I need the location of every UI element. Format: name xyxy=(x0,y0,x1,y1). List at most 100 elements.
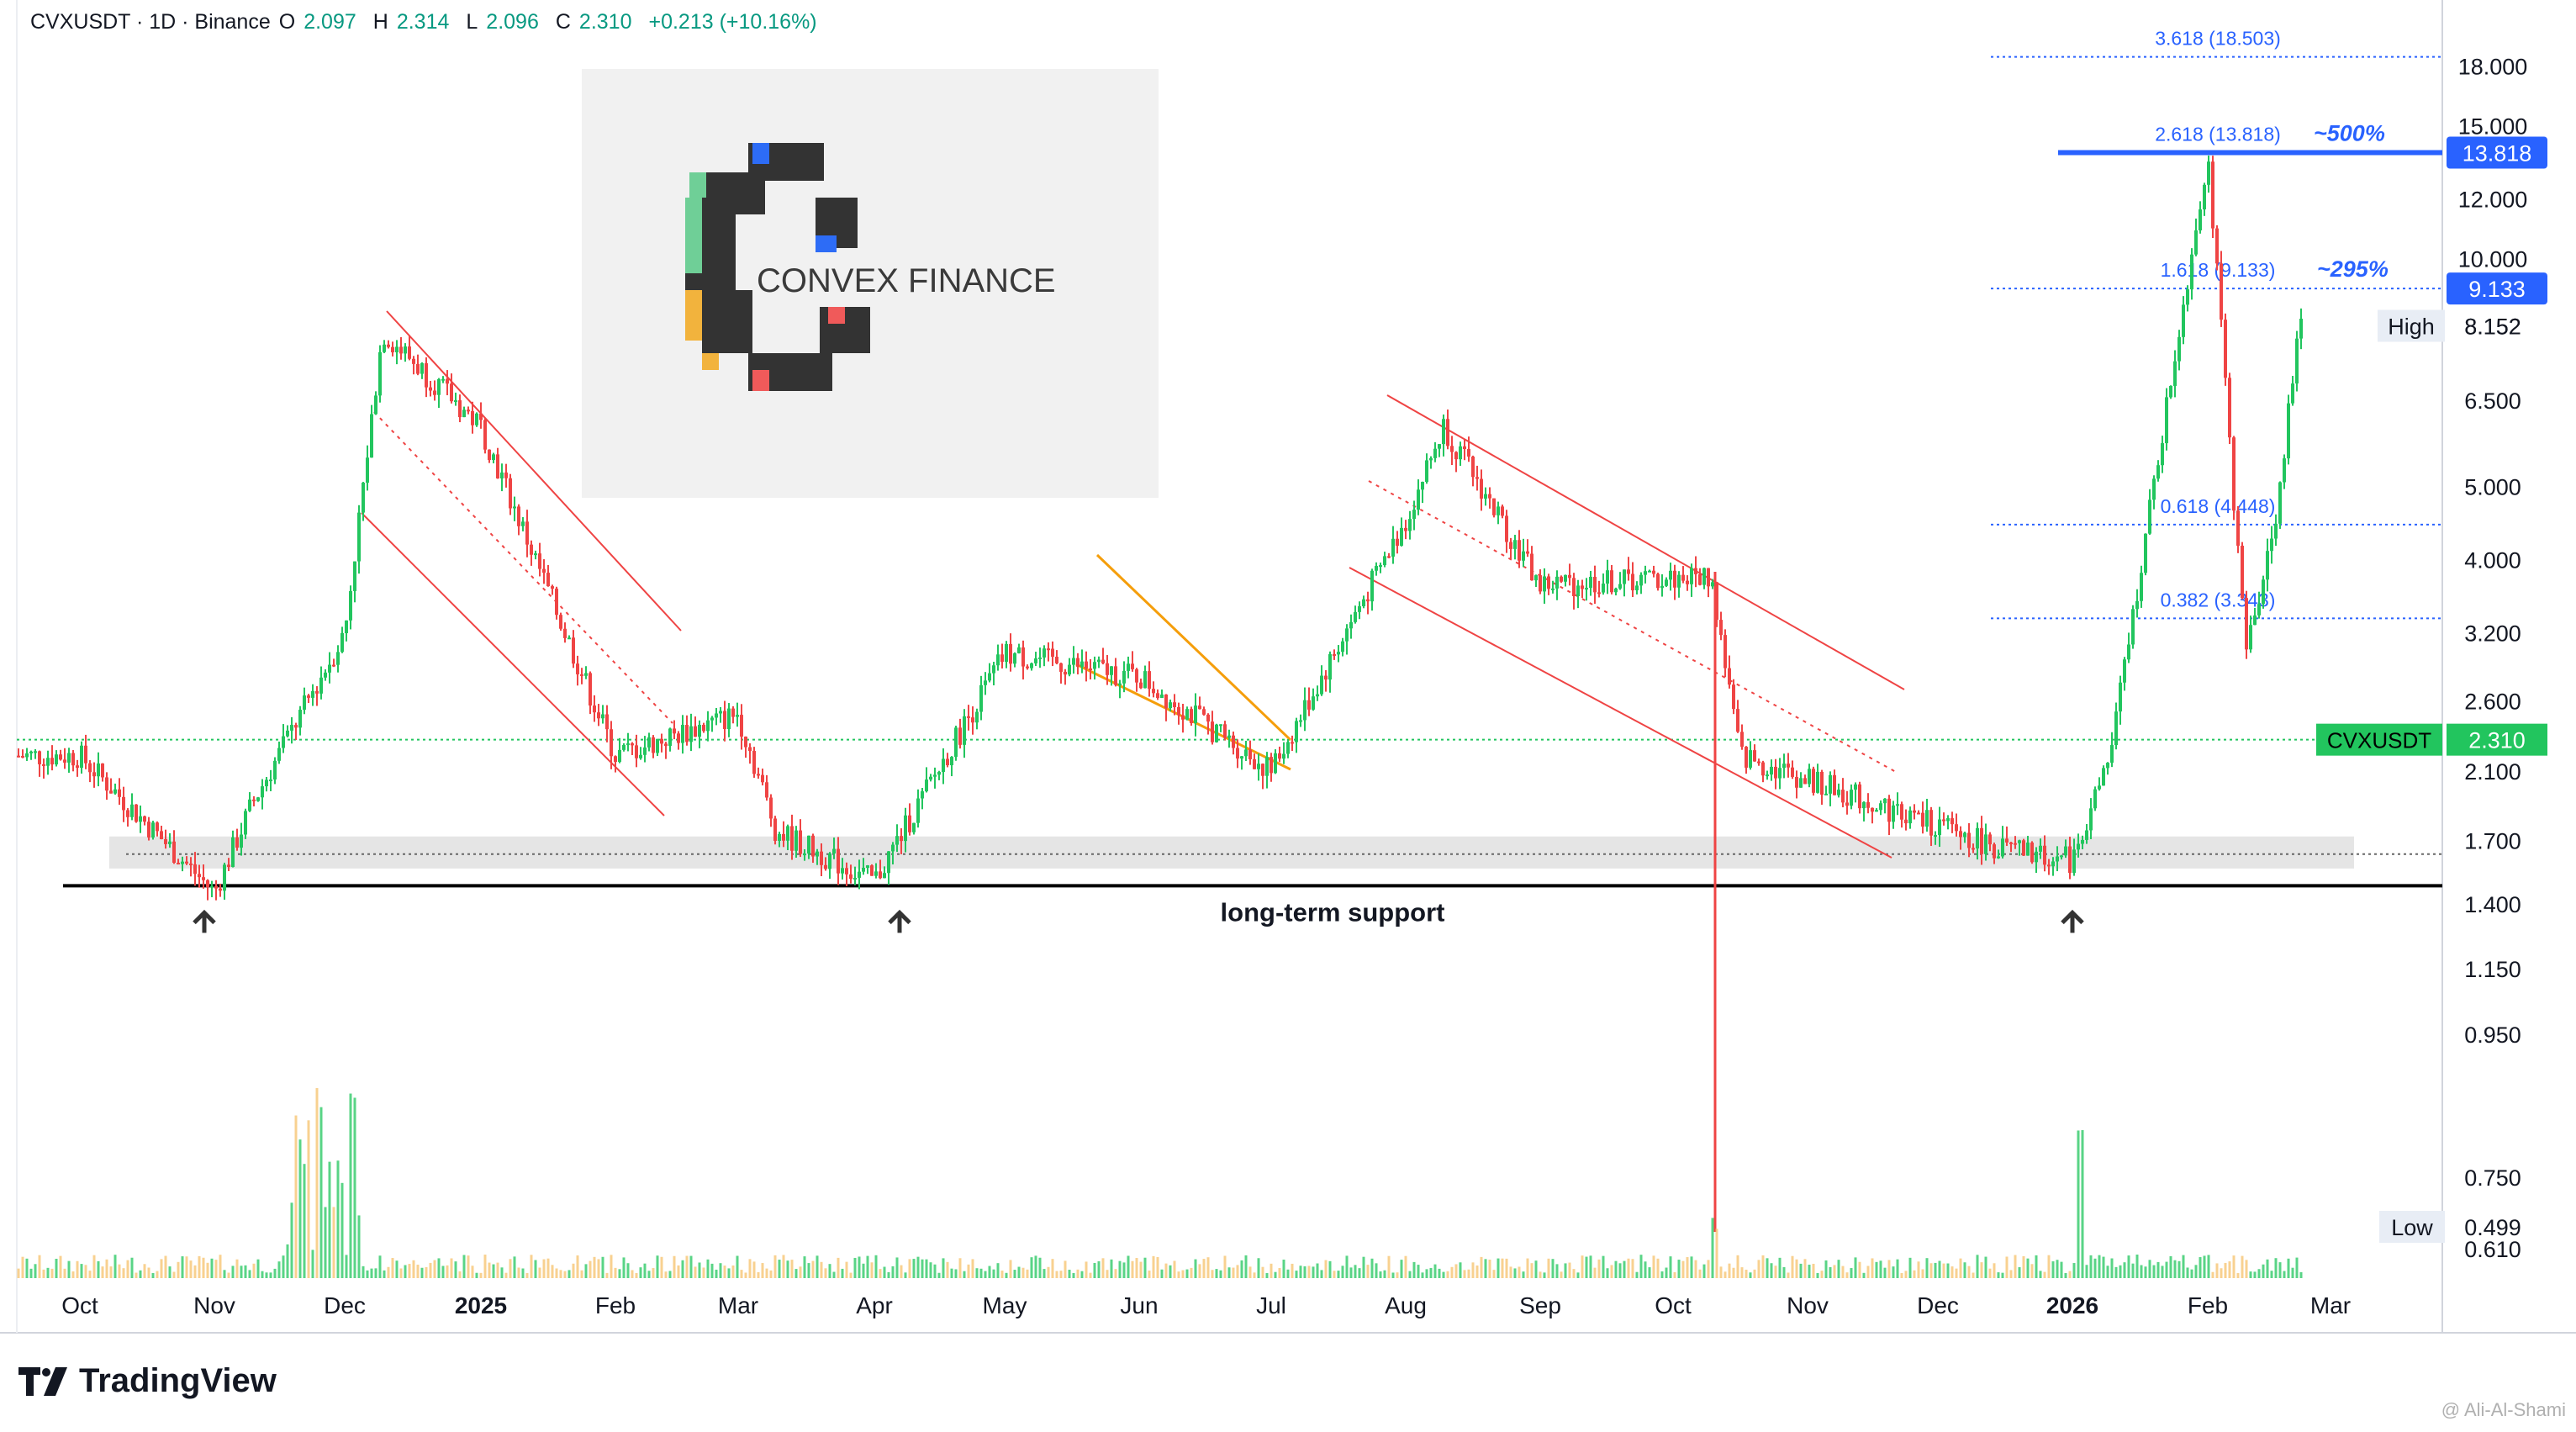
volume-bar xyxy=(1644,1261,1647,1278)
volume-bar xyxy=(1005,1272,1008,1278)
volume-bar xyxy=(2119,1265,2122,1278)
candle-body xyxy=(437,378,441,395)
volume-bar xyxy=(1122,1262,1126,1278)
candle-body xyxy=(1446,419,1449,447)
volume-bar xyxy=(1185,1269,1189,1278)
candle-body xyxy=(2119,682,2122,712)
candle-body xyxy=(647,737,651,748)
candle-body xyxy=(458,400,462,418)
volume-bar xyxy=(332,1207,335,1278)
candle-body xyxy=(841,868,844,874)
volume-bar xyxy=(1076,1269,1079,1278)
fib-percent-label: ~500% xyxy=(2314,121,2385,146)
candle-body xyxy=(2253,615,2257,626)
high-value: 8.152 xyxy=(2464,314,2521,339)
volume-bar xyxy=(1223,1255,1227,1278)
volume-bar xyxy=(584,1264,588,1278)
volume-bar xyxy=(1101,1258,1105,1278)
candle-body xyxy=(1198,705,1201,710)
candle-body xyxy=(1803,778,1807,785)
candle-body xyxy=(2014,843,2017,845)
candle-body xyxy=(1421,482,1424,490)
candle-body xyxy=(1547,576,1550,589)
candle-body xyxy=(420,362,424,374)
volume-bar xyxy=(1000,1271,1004,1278)
candle-body xyxy=(1059,663,1063,672)
candle-body xyxy=(235,837,239,848)
candle-body xyxy=(1589,577,1592,589)
volume-bar xyxy=(1135,1258,1138,1278)
candle-body xyxy=(1652,570,1655,574)
candle-body xyxy=(626,743,630,746)
volume-bar xyxy=(2278,1262,2282,1278)
candle-body xyxy=(126,810,129,817)
volume-bar xyxy=(1564,1263,1567,1278)
candle-body xyxy=(2114,711,2118,746)
candle-body xyxy=(399,346,403,354)
volume-bar xyxy=(2228,1261,2231,1278)
candle-body xyxy=(92,772,96,777)
symbol-title[interactable]: CVXUSDT · 1D · Binance xyxy=(30,9,271,34)
candle-body xyxy=(723,711,726,729)
volume-bar xyxy=(597,1259,600,1278)
candle-body xyxy=(1114,666,1117,685)
channel-line xyxy=(1386,394,1905,690)
volume-bar xyxy=(1211,1270,1214,1278)
volume-bar xyxy=(513,1256,516,1278)
volume-bar xyxy=(2127,1255,2130,1278)
candle-body xyxy=(563,628,567,638)
volume-bar xyxy=(2257,1269,2261,1278)
volume-bar xyxy=(702,1267,705,1278)
volume-bar xyxy=(160,1259,163,1278)
volume-bar xyxy=(1404,1255,1407,1278)
candle-body xyxy=(538,553,541,569)
volume-bar xyxy=(719,1263,722,1278)
volume-bar xyxy=(1143,1257,1147,1278)
tradingview-logo[interactable]: TradingView xyxy=(18,1362,277,1400)
candle-body xyxy=(719,711,722,714)
volume-bar xyxy=(542,1259,546,1278)
volume-bar xyxy=(1984,1256,1987,1278)
volume-bar xyxy=(374,1268,377,1278)
candle-body xyxy=(1244,749,1248,757)
x-tick-label: 2025 xyxy=(455,1292,507,1318)
volume-bar xyxy=(387,1266,390,1278)
wedge-line xyxy=(1095,553,1292,742)
volume-bar xyxy=(479,1272,483,1278)
candle-body xyxy=(160,831,163,840)
candle-body xyxy=(736,715,739,717)
volume-bar xyxy=(408,1264,411,1278)
volume-bar xyxy=(1484,1259,1487,1278)
candle-body xyxy=(223,864,226,891)
volume-bar xyxy=(992,1269,995,1278)
volume-bar xyxy=(1446,1271,1449,1278)
candle-body xyxy=(311,690,314,698)
volume-bar xyxy=(261,1271,264,1278)
candle-body xyxy=(879,871,882,879)
volume-bar xyxy=(1295,1271,1298,1278)
volume-bar xyxy=(113,1255,117,1278)
volume-bar xyxy=(975,1268,979,1278)
candle-body xyxy=(950,757,953,766)
candle-body xyxy=(2009,842,2013,844)
volume-bar xyxy=(1858,1261,1861,1278)
candle-body xyxy=(996,654,1000,666)
volume-bar xyxy=(1753,1269,1756,1278)
candle-body xyxy=(2106,763,2109,769)
volume-bar xyxy=(752,1261,756,1278)
candle-body xyxy=(2228,378,2231,438)
volume-bar xyxy=(1152,1255,1155,1278)
candle-body xyxy=(1526,551,1529,554)
candle-body xyxy=(1387,556,1391,558)
last-price-tag: 2.310 xyxy=(2468,728,2526,753)
volume-bar xyxy=(2110,1258,2114,1278)
candle-body xyxy=(1980,827,1983,854)
volume-bar xyxy=(252,1263,256,1278)
volume-bar xyxy=(189,1260,193,1278)
volume-bar xyxy=(1333,1271,1336,1278)
candle-body xyxy=(2274,523,2278,539)
volume-bar xyxy=(1497,1258,1500,1278)
volume-bar xyxy=(1803,1259,1807,1278)
volume-bar xyxy=(345,1255,348,1278)
